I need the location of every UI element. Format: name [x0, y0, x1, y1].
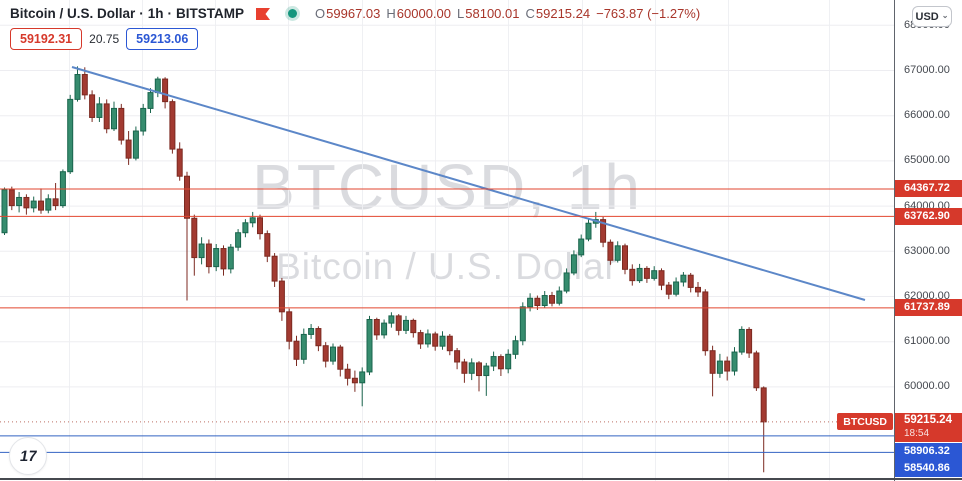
axis-tick: 60000.00 — [904, 380, 950, 393]
axis-tick: 65000.00 — [904, 154, 950, 167]
candlesticks — [1, 66, 767, 473]
axis-tick: 61000.00 — [904, 335, 950, 348]
ohlc-readout: O 59967.03 H 60000.00 L 58100.01 C 59215.24 … — [315, 6, 701, 21]
buy-price-button[interactable]: 59213.06 — [126, 28, 199, 50]
candlestick-canvas[interactable] — [0, 0, 894, 481]
axis-tick: 62000.00 — [904, 290, 950, 302]
chart-bottom-border — [0, 478, 962, 480]
current-price-symbol-tag: BTCUSD — [837, 412, 893, 430]
price-axis[interactable]: 68000.0067000.0066000.0065000.0064000.00… — [894, 0, 962, 481]
tradingview-logo[interactable]: 17 — [9, 437, 47, 475]
support-price-label: 58540.86 — [895, 460, 962, 477]
sell-price-button[interactable]: 59192.31 — [10, 28, 83, 50]
axis-tick: 66000.00 — [904, 109, 950, 122]
bar-countdown: 18:54 — [904, 427, 930, 439]
resistance-price-label: 64367.72 — [895, 180, 962, 198]
resistance-price-label: 61737.89 — [895, 299, 962, 317]
spread-value: 20.75 — [89, 32, 120, 46]
market-status-dot-icon[interactable] — [288, 9, 298, 18]
current-price-axis-label: 59215.24 18:54 — [895, 412, 962, 442]
flag-icon[interactable] — [256, 7, 271, 20]
interval-label[interactable]: 1h — [147, 6, 164, 21]
gridlines — [0, 0, 894, 481]
resistance-price-label: 63762.90 — [895, 207, 962, 225]
chart-plot-area[interactable]: BTCUSD, 1h Bitcoin / U.S. Dollar BTCUSD — [0, 0, 894, 481]
symbol-title[interactable]: Bitcoin / U.S. Dollar — [10, 6, 136, 21]
descending-trendline[interactable] — [71, 66, 866, 301]
chevron-down-icon: ⌄ — [941, 11, 949, 20]
axis-tick: 67000.00 — [904, 64, 950, 76]
change-readout: −763.87 (−1.27%) — [596, 6, 701, 21]
support-price-label: 58906.32 — [895, 443, 962, 460]
exchange-label[interactable]: BITSTAMP — [176, 6, 245, 21]
axis-tick: 63000.00 — [904, 244, 950, 257]
currency-selector-button[interactable]: USD ⌄ — [912, 6, 952, 27]
